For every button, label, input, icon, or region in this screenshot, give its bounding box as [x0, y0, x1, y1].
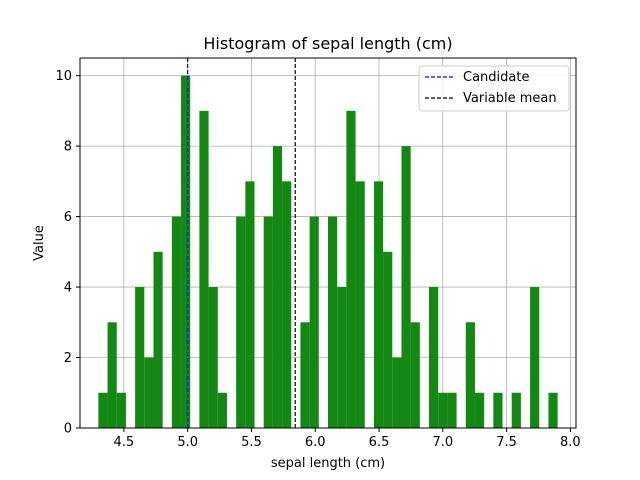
x-tick-label: 8.0 — [560, 435, 581, 450]
x-tick-label: 7.0 — [432, 435, 453, 450]
histogram-bar — [493, 392, 503, 428]
legend-mean-label: Variable mean — [463, 91, 557, 106]
histogram-bar — [328, 216, 338, 428]
histogram-bar — [373, 181, 384, 428]
x-tick-label: 7.5 — [496, 435, 517, 450]
histogram-bar — [309, 216, 319, 428]
histogram-bar — [429, 287, 439, 428]
histogram-bar — [263, 216, 273, 428]
histogram-bar — [107, 322, 117, 428]
histogram-bar — [135, 287, 145, 428]
y-axis-ticks: 0 2 4 6 8 10 — [55, 69, 80, 437]
histogram-bar — [116, 392, 126, 428]
y-tick-label: 2 — [64, 351, 72, 366]
histogram-bar — [355, 181, 365, 428]
histogram-bar — [548, 392, 558, 428]
histogram-bar — [208, 287, 218, 428]
histogram-bar — [217, 392, 227, 428]
histogram-bar — [153, 251, 163, 428]
histogram-bar — [236, 216, 246, 428]
histogram-bar — [282, 181, 292, 428]
histogram-bar — [300, 322, 310, 428]
histogram-bar — [98, 392, 108, 428]
x-tick-label: 5.0 — [177, 435, 198, 450]
chart-title: Histogram of sepal length (cm) — [203, 34, 452, 53]
histogram-bar — [144, 357, 154, 428]
histogram-bar — [346, 110, 356, 428]
histogram-bar — [392, 357, 402, 428]
x-axis-label: sepal length (cm) — [271, 456, 385, 471]
x-tick-label: 6.5 — [369, 435, 390, 450]
histogram-bars — [98, 75, 558, 428]
y-tick-label: 8 — [64, 140, 72, 155]
legend: Candidate Variable mean — [418, 65, 570, 112]
histogram-bar — [181, 75, 191, 428]
histogram-bar — [511, 392, 521, 428]
histogram-bar — [530, 287, 540, 428]
histogram-bar — [465, 322, 475, 428]
legend-box — [418, 65, 570, 112]
histogram-bar — [337, 287, 347, 428]
y-tick-label: 10 — [55, 69, 72, 84]
histogram-bar — [383, 251, 393, 428]
histogram-bar — [199, 110, 209, 428]
legend-candidate-label: Candidate — [463, 70, 529, 85]
reference-lines — [187, 58, 296, 428]
histogram-bar — [272, 146, 283, 428]
histogram-bar — [171, 216, 182, 428]
histogram-bar — [401, 146, 411, 428]
histogram-bar — [438, 392, 448, 428]
x-tick-label: 5.5 — [241, 435, 262, 450]
y-tick-label: 6 — [64, 210, 72, 225]
histogram-bar — [447, 392, 457, 428]
histogram-bar — [410, 322, 420, 428]
x-tick-label: 6.0 — [305, 435, 326, 450]
x-tick-label: 4.5 — [114, 435, 135, 450]
histogram-bar — [245, 181, 255, 428]
y-tick-label: 4 — [64, 281, 72, 296]
x-axis-ticks: 4.5 5.0 5.5 6.0 6.5 7.0 7.5 8.0 — [114, 428, 581, 450]
y-tick-label: 0 — [64, 422, 72, 437]
y-axis-label: Value — [32, 225, 47, 261]
plot-frame — [79, 57, 577, 429]
histogram-bar — [474, 392, 485, 428]
